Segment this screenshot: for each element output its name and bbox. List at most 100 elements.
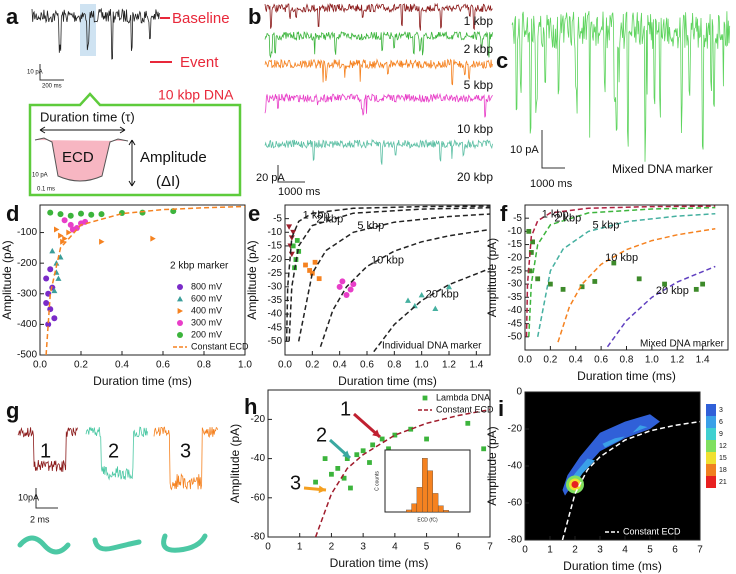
curve bbox=[45, 205, 245, 355]
y-tick-label: -500 bbox=[17, 350, 37, 361]
x-tick-label: 0.2 bbox=[305, 360, 319, 371]
data-point bbox=[62, 235, 68, 242]
trace-label: 5 kbp bbox=[464, 78, 494, 92]
colorbar-label: 12 bbox=[719, 443, 727, 450]
data-point bbox=[290, 243, 296, 249]
data-point bbox=[49, 247, 56, 254]
annotation: 2 kbp marker bbox=[170, 261, 229, 272]
data-point bbox=[290, 229, 297, 236]
arrow bbox=[128, 139, 136, 187]
y-tick-label: -10 bbox=[268, 227, 283, 238]
panel-letter: d bbox=[6, 201, 19, 226]
y-axis-label: Amplitude (pA) bbox=[245, 240, 259, 319]
y-axis-label: C counts bbox=[374, 471, 380, 491]
y-tick-label: -45 bbox=[268, 322, 283, 333]
y-tick-label: -5 bbox=[273, 213, 282, 224]
y-axis-label: Amplitude (pA) bbox=[228, 424, 242, 503]
legend-label: 200 mV bbox=[191, 329, 222, 339]
x-tick-label: 0.4 bbox=[569, 355, 583, 366]
legend-label: Constant ECD bbox=[191, 341, 249, 351]
curve bbox=[557, 227, 716, 343]
panel-letter: e bbox=[248, 201, 260, 226]
scale-bar bbox=[541, 130, 565, 169]
x-axis-label: Duration time (ms) bbox=[330, 556, 429, 570]
data-point bbox=[307, 268, 312, 273]
y-tick-label: 0 bbox=[516, 387, 522, 398]
scale-label: 1000 ms bbox=[278, 186, 321, 198]
y-tick-label: -40 bbox=[268, 309, 283, 320]
histogram-bar bbox=[422, 458, 428, 513]
x-tick-label: 0.0 bbox=[518, 355, 532, 366]
data-point bbox=[55, 275, 62, 281]
y-tick-label: -50 bbox=[508, 331, 523, 342]
colorbar-label: 3 bbox=[719, 407, 723, 414]
legend-swatch bbox=[177, 284, 183, 290]
x-tick-label: 2 bbox=[572, 545, 578, 556]
scale-label: 20 pA bbox=[256, 172, 285, 184]
y-axis-label: Amplitude (pA) bbox=[485, 426, 499, 505]
colorbar-label: 9 bbox=[719, 431, 723, 438]
label: Amplitude bbox=[140, 149, 207, 166]
series-group bbox=[43, 205, 245, 355]
x-tick-label: 1.2 bbox=[442, 360, 456, 371]
data-point bbox=[418, 292, 425, 298]
curve-label: 2 kbp bbox=[316, 213, 343, 225]
x-axis-label: Duration time (ms) bbox=[563, 559, 662, 573]
curve-label: 5 kbp bbox=[592, 219, 619, 231]
data-point bbox=[432, 305, 439, 312]
trace-label: 20 kbp bbox=[457, 170, 493, 184]
current-trace bbox=[264, 30, 493, 59]
scale-label: 10 pA bbox=[27, 70, 43, 76]
scale-label: 2 ms bbox=[30, 514, 50, 524]
scale-label: 1000 ms bbox=[530, 178, 573, 190]
curve bbox=[606, 265, 716, 348]
trace-label: 10 kbp bbox=[457, 122, 493, 136]
y-tick-label: -40 bbox=[508, 305, 523, 316]
x-tick-label: 0 bbox=[522, 545, 528, 556]
current-trace bbox=[31, 7, 160, 60]
current-trace bbox=[153, 426, 219, 491]
x-tick-label: 0.0 bbox=[33, 360, 47, 371]
x-axis-label: Duration time (ms) bbox=[577, 369, 676, 383]
x-tick-label: 0.6 bbox=[156, 360, 170, 371]
data-point bbox=[526, 228, 532, 234]
curve-label: 1 kbp bbox=[303, 209, 330, 221]
y-tick-label: -200 bbox=[17, 258, 37, 269]
y-tick-label: -35 bbox=[508, 292, 523, 303]
event-label: 3 bbox=[180, 440, 191, 462]
x-tick-label: 0.0 bbox=[278, 360, 292, 371]
histogram-bar bbox=[437, 505, 444, 513]
y-tick-label: -30 bbox=[268, 281, 283, 292]
y-tick-label: -20 bbox=[508, 252, 523, 263]
data-point bbox=[367, 460, 372, 465]
colorbar-swatch bbox=[706, 404, 716, 416]
data-point bbox=[339, 278, 346, 285]
annotation: Mixed DNA marker bbox=[640, 339, 725, 350]
x-tick-label: 1.2 bbox=[670, 355, 684, 366]
y-axis-label: Amplitude (pA) bbox=[485, 238, 499, 317]
x-tick-label: 1.0 bbox=[415, 360, 429, 371]
x-tick-label: 2 bbox=[329, 542, 335, 553]
series-group bbox=[285, 205, 490, 353]
x-tick-label: 3 bbox=[597, 545, 603, 556]
data-point bbox=[350, 281, 357, 288]
x-tick-label: 6 bbox=[672, 545, 678, 556]
data-point bbox=[51, 287, 58, 294]
x-tick-label: 0.4 bbox=[115, 360, 129, 371]
scale-label: 10 pA bbox=[32, 173, 48, 179]
legend-label: 300 mV bbox=[191, 317, 222, 327]
caption: Mixed DNA marker bbox=[612, 162, 713, 176]
legend-swatch bbox=[422, 395, 428, 401]
x-tick-label: 1.0 bbox=[645, 355, 659, 366]
data-point bbox=[547, 281, 553, 287]
x-tick-label: 7 bbox=[487, 542, 493, 553]
annotation: Individual DNA marker bbox=[382, 341, 482, 352]
data-point bbox=[43, 275, 50, 282]
y-tick-label: -45 bbox=[508, 318, 523, 329]
data-point bbox=[354, 452, 360, 458]
arrow bbox=[39, 126, 126, 134]
data-point bbox=[336, 283, 343, 290]
data-point bbox=[54, 226, 60, 233]
data-point bbox=[662, 281, 667, 287]
